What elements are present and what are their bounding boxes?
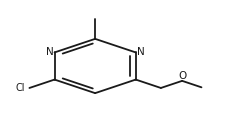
Text: N: N — [45, 47, 53, 57]
Text: Cl: Cl — [16, 83, 25, 93]
Text: N: N — [136, 47, 144, 57]
Text: O: O — [178, 71, 186, 81]
